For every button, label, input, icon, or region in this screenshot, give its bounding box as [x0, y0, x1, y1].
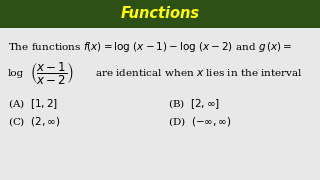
Text: (C)  $(2, \infty)$: (C) $(2, \infty)$	[8, 116, 60, 129]
Text: (A)  $[1, 2]$: (A) $[1, 2]$	[8, 97, 58, 111]
Text: The functions $f(x) = \log\,(x-1) - \log\,(x-2)$ and $g\,(x) =$: The functions $f(x) = \log\,(x-1) - \log…	[8, 40, 292, 54]
Text: (B)  $[2, \infty]$: (B) $[2, \infty]$	[168, 97, 220, 111]
Text: are identical when $x$ lies in the interval: are identical when $x$ lies in the inter…	[95, 68, 303, 78]
Text: log: log	[8, 69, 24, 78]
Text: $\left(\dfrac{x-1}{x-2}\right)$: $\left(\dfrac{x-1}{x-2}\right)$	[30, 60, 74, 86]
Text: (D)  $(-\infty, \infty)$: (D) $(-\infty, \infty)$	[168, 116, 231, 129]
Text: Functions: Functions	[120, 6, 200, 21]
Bar	[0, 0, 320, 28]
